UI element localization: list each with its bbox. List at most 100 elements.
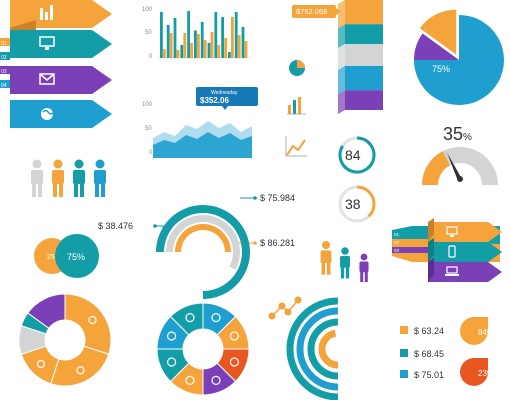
person-leg <box>340 266 345 279</box>
bars-chart-icon <box>40 5 53 20</box>
ribbon-number: 03 <box>1 69 7 75</box>
bar <box>237 35 241 58</box>
y-tick-label: 50 <box>145 30 152 36</box>
percent-badge: 23% <box>460 358 494 386</box>
bar <box>210 32 214 58</box>
venn-label: 75% <box>67 252 85 262</box>
microphone-icon <box>76 366 85 375</box>
stack-segment <box>345 66 383 91</box>
radial-label: $ 75.984 <box>260 193 295 203</box>
bar <box>207 43 211 58</box>
phone-icon <box>448 245 456 258</box>
area-series <box>153 132 252 158</box>
bar <box>169 33 173 58</box>
value-tag-label: $752.068 <box>296 7 327 16</box>
donut-slice <box>50 345 110 387</box>
person-head <box>53 159 63 169</box>
bar <box>244 41 248 58</box>
radial-label: $ 86.281 <box>260 238 295 248</box>
bar <box>176 50 180 58</box>
gauge-value: 35 <box>443 124 463 144</box>
ribbon-02: 02 <box>0 30 112 61</box>
person-head <box>74 159 84 169</box>
ring-value-label: 38 <box>345 196 361 212</box>
radial-ring <box>166 215 241 270</box>
stack-segment-side <box>338 66 345 95</box>
stack-segment <box>345 90 383 110</box>
image-icon <box>88 315 97 325</box>
person-body <box>340 255 350 268</box>
concentric-rings-chart: $ 63.24 $ 68.45 $ 75.01 <box>286 297 444 400</box>
radial-ring <box>175 224 231 252</box>
bar <box>163 49 166 58</box>
radial-label: $ 38.476 <box>98 221 133 231</box>
ribbon-number: 02 <box>394 240 400 245</box>
bar <box>187 11 190 58</box>
percent-badge: 84% <box>460 317 494 345</box>
donut-chart <box>18 293 112 387</box>
people-group <box>31 159 106 197</box>
person-head <box>95 159 105 169</box>
stacked-bar: $752.068 <box>292 0 383 114</box>
stack-segment-side <box>338 24 345 48</box>
legend-label: $ 75.01 <box>414 370 444 380</box>
person-body <box>73 170 85 184</box>
bar <box>228 52 231 58</box>
bar <box>180 45 184 58</box>
tooltip: Wednesday $352.06 <box>196 87 258 110</box>
y-tick-label: 100 <box>142 7 153 13</box>
tooltip-label: Wednesday <box>211 90 238 96</box>
person-head <box>321 240 331 250</box>
y-tick-label: 0 <box>149 54 153 60</box>
pie-chart: 75% <box>414 9 504 105</box>
laptop-icon <box>445 266 459 276</box>
ring-metrics: 84 38 <box>338 136 376 223</box>
person-leg <box>95 183 99 197</box>
globe-icon <box>185 312 195 323</box>
person-head <box>32 159 42 169</box>
person-head <box>360 253 368 261</box>
bar <box>217 45 221 58</box>
person-leg <box>321 262 326 275</box>
person-body <box>320 250 332 263</box>
pie-mini-icon <box>289 60 305 76</box>
stack-segment <box>345 44 383 66</box>
legend-label: $ 63.24 <box>414 326 444 336</box>
shopping-cart-icon <box>185 375 195 386</box>
stack-segment <box>345 0 383 25</box>
ring-progress <box>338 136 376 174</box>
ribbon-04: 04 <box>0 80 112 128</box>
donut-slice <box>27 293 66 329</box>
bar-mini-icon <box>287 97 306 115</box>
people-group <box>320 240 369 283</box>
bar <box>231 17 234 58</box>
gamepad-icon <box>211 375 221 386</box>
person-leg <box>53 183 57 197</box>
globe-icon <box>41 108 54 120</box>
legend-item: $ 68.45 <box>400 349 444 359</box>
person-body <box>94 170 106 184</box>
ribbon-number: 04 <box>1 83 7 89</box>
person-leg <box>345 266 350 279</box>
bar <box>224 38 227 58</box>
ring-value-label: 84 <box>345 147 361 163</box>
bar <box>200 22 204 58</box>
person-leg <box>74 183 78 197</box>
gauge: 35% <box>422 124 498 185</box>
stack-segment-side <box>338 0 345 29</box>
rss-icon <box>229 331 240 341</box>
bar <box>194 30 197 58</box>
stack-segment-side <box>338 90 345 114</box>
bar <box>221 17 224 58</box>
ribbon-number: 02 <box>1 55 7 61</box>
y-tick-label: 50 <box>145 126 152 132</box>
person-leg <box>364 271 368 283</box>
legend-item: $ 75.01 <box>400 370 444 380</box>
bar <box>197 34 200 58</box>
right-ribbon-shapes <box>428 218 502 282</box>
stack-segment <box>345 24 383 44</box>
gauge-needle <box>446 152 462 181</box>
concentric-ring <box>307 318 339 380</box>
monitor-icon <box>446 226 458 237</box>
network-icon <box>268 296 302 320</box>
